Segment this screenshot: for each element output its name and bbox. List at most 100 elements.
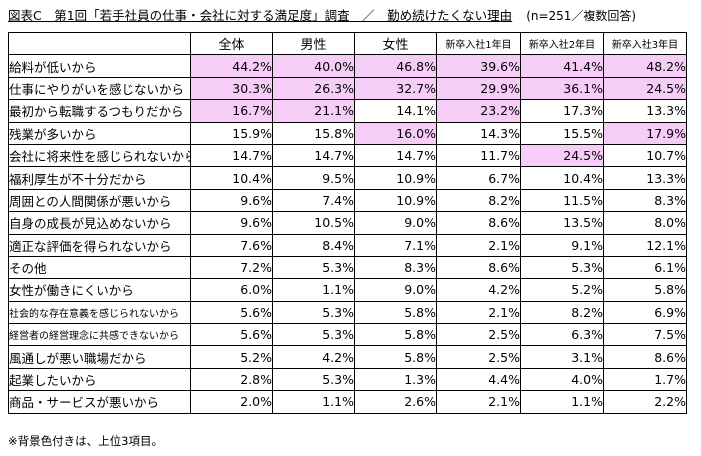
- row-label: 女性が働きにくいから: [8, 278, 191, 302]
- value-cell: 21.1%: [272, 99, 355, 123]
- value-cell: 15.9%: [190, 121, 273, 145]
- value-cell: 6.0%: [190, 278, 273, 302]
- value-cell: 17.3%: [520, 99, 604, 123]
- value-cell: 9.0%: [354, 278, 437, 302]
- value-cell: 2.5%: [436, 323, 521, 347]
- value-cell: 2.0%: [190, 390, 273, 414]
- value-cell: 6.9%: [603, 300, 687, 325]
- column-header: 全体: [190, 31, 273, 56]
- value-cell: 7.4%: [272, 188, 355, 213]
- value-cell: 24.5%: [603, 76, 687, 101]
- value-cell: 5.2%: [520, 278, 604, 302]
- title-main: 図表C 第1回「若手社員の仕事・会社に対する満足度」調査 ／ 勤め続けたくない理…: [8, 8, 513, 23]
- value-cell: 8.4%: [272, 233, 355, 257]
- value-cell: 7.5%: [603, 323, 687, 347]
- value-cell: 17.9%: [603, 121, 687, 145]
- value-cell: 7.6%: [190, 233, 273, 257]
- value-cell: 10.4%: [520, 166, 604, 190]
- value-cell: 8.2%: [520, 300, 604, 325]
- value-cell: 16.7%: [190, 99, 273, 123]
- row-label: 経営者の経営理念に共感できないから: [8, 323, 191, 347]
- row-label: 風通しが悪い職場だから: [8, 345, 191, 369]
- column-header: 新卒入社2年目: [520, 31, 604, 56]
- value-cell: 8.6%: [436, 211, 521, 235]
- value-cell: 41.4%: [520, 54, 604, 78]
- value-cell: 5.3%: [272, 367, 355, 392]
- row-label: 社会的な存在意義を感じられないから: [8, 300, 191, 325]
- value-cell: 8.3%: [354, 255, 437, 280]
- value-cell: 1.1%: [520, 390, 604, 414]
- table-row: 風通しが悪い職場だから 5.2% 4.2% 5.8% 2.5% 3.1% 8.6%: [8, 345, 687, 369]
- value-cell: 13.5%: [520, 211, 604, 235]
- value-cell: 15.8%: [272, 121, 355, 145]
- value-cell: 8.6%: [436, 255, 521, 280]
- value-cell: 32.7%: [354, 76, 437, 101]
- value-cell: 7.2%: [190, 255, 273, 280]
- value-cell: 5.8%: [603, 278, 687, 302]
- value-cell: 4.2%: [436, 278, 521, 302]
- value-cell: 14.7%: [190, 143, 273, 168]
- row-label: 商品・サービスが悪いから: [8, 390, 191, 414]
- value-cell: 16.0%: [354, 121, 437, 145]
- value-cell: 23.2%: [436, 99, 521, 123]
- row-label: 会社に将来性を感じられないから: [8, 143, 191, 168]
- value-cell: 40.0%: [272, 54, 355, 78]
- table-body: 給料が低いから 44.2% 40.0% 46.8% 39.6% 41.4% 48.2% 仕事に…: [8, 54, 687, 414]
- table-row: 福利厚生が不十分だから 10.4% 9.5% 10.9% 6.7% 10.4% 13.3%: [8, 166, 687, 190]
- value-cell: 5.2%: [190, 345, 273, 369]
- value-cell: 7.1%: [354, 233, 437, 257]
- value-cell: 1.1%: [272, 390, 355, 414]
- value-cell: 46.8%: [354, 54, 437, 78]
- results-table: 全体 男性 女性 新卒入社1年目 新卒入社2年目 新卒入社3年目 給料が低いから…: [8, 31, 687, 414]
- value-cell: 10.9%: [354, 188, 437, 213]
- value-cell: 15.5%: [520, 121, 604, 145]
- row-label: 自身の成長が見込めないから: [8, 211, 191, 235]
- value-cell: 14.3%: [436, 121, 521, 145]
- value-cell: 5.3%: [272, 323, 355, 347]
- value-cell: 5.6%: [190, 323, 273, 347]
- table-header-row: 全体 男性 女性 新卒入社1年目 新卒入社2年目 新卒入社3年目: [8, 31, 687, 56]
- value-cell: 5.3%: [272, 300, 355, 325]
- value-cell: 9.1%: [520, 233, 604, 257]
- table-row: その他 7.2% 5.3% 8.3% 8.6% 5.3% 6.1%: [8, 255, 687, 280]
- value-cell: 14.7%: [272, 143, 355, 168]
- value-cell: 48.2%: [603, 54, 687, 78]
- value-cell: 8.0%: [603, 211, 687, 235]
- table-row: 残業が多いから 15.9% 15.8% 16.0% 14.3% 15.5% 17.9%: [8, 121, 687, 145]
- value-cell: 5.8%: [354, 345, 437, 369]
- value-cell: 11.7%: [436, 143, 521, 168]
- value-cell: 1.3%: [354, 367, 437, 392]
- value-cell: 6.1%: [603, 255, 687, 280]
- table-row: 周囲との人間関係が悪いから 9.6% 7.4% 10.9% 8.2% 11.5% 8.3%: [8, 188, 687, 213]
- value-cell: 9.6%: [190, 188, 273, 213]
- value-cell: 2.6%: [354, 390, 437, 414]
- value-cell: 14.1%: [354, 99, 437, 123]
- value-cell: 2.2%: [603, 390, 687, 414]
- value-cell: 10.7%: [603, 143, 687, 168]
- table-row: 起業したいから 2.8% 5.3% 1.3% 4.4% 4.0% 1.7%: [8, 367, 687, 392]
- chart-title: 図表C 第1回「若手社員の仕事・会社に対する満足度」調査 ／ 勤め続けたくない理…: [8, 5, 636, 24]
- footnote: ※背景色付きは、上位3項目。: [8, 434, 163, 448]
- row-label: 適正な評価を得られないから: [8, 233, 191, 257]
- value-cell: 5.8%: [354, 300, 437, 325]
- value-cell: 2.1%: [436, 390, 521, 414]
- value-cell: 2.8%: [190, 367, 273, 392]
- column-header: 新卒入社1年目: [436, 31, 521, 56]
- value-cell: 2.5%: [436, 345, 521, 369]
- column-header: 女性: [354, 31, 437, 56]
- value-cell: 5.6%: [190, 300, 273, 325]
- table-row: 仕事にやりがいを感じないから 30.3% 26.3% 32.7% 29.9% 36.1% 2…: [8, 76, 687, 101]
- value-cell: 8.2%: [436, 188, 521, 213]
- value-cell: 26.3%: [272, 76, 355, 101]
- value-cell: 13.3%: [603, 166, 687, 190]
- header-corner: [8, 31, 191, 56]
- value-cell: 39.6%: [436, 54, 521, 78]
- row-label: 残業が多いから: [8, 121, 191, 145]
- value-cell: 29.9%: [436, 76, 521, 101]
- table-row: 最初から転職するつもりだから 16.7% 21.1% 14.1% 23.2% 17.3% 1…: [8, 99, 687, 123]
- value-cell: 2.1%: [436, 233, 521, 257]
- table-row: 女性が働きにくいから 6.0% 1.1% 9.0% 4.2% 5.2% 5.8%: [8, 278, 687, 302]
- value-cell: 10.4%: [190, 166, 273, 190]
- row-label: 周囲との人間関係が悪いから: [8, 188, 191, 213]
- value-cell: 3.1%: [520, 345, 604, 369]
